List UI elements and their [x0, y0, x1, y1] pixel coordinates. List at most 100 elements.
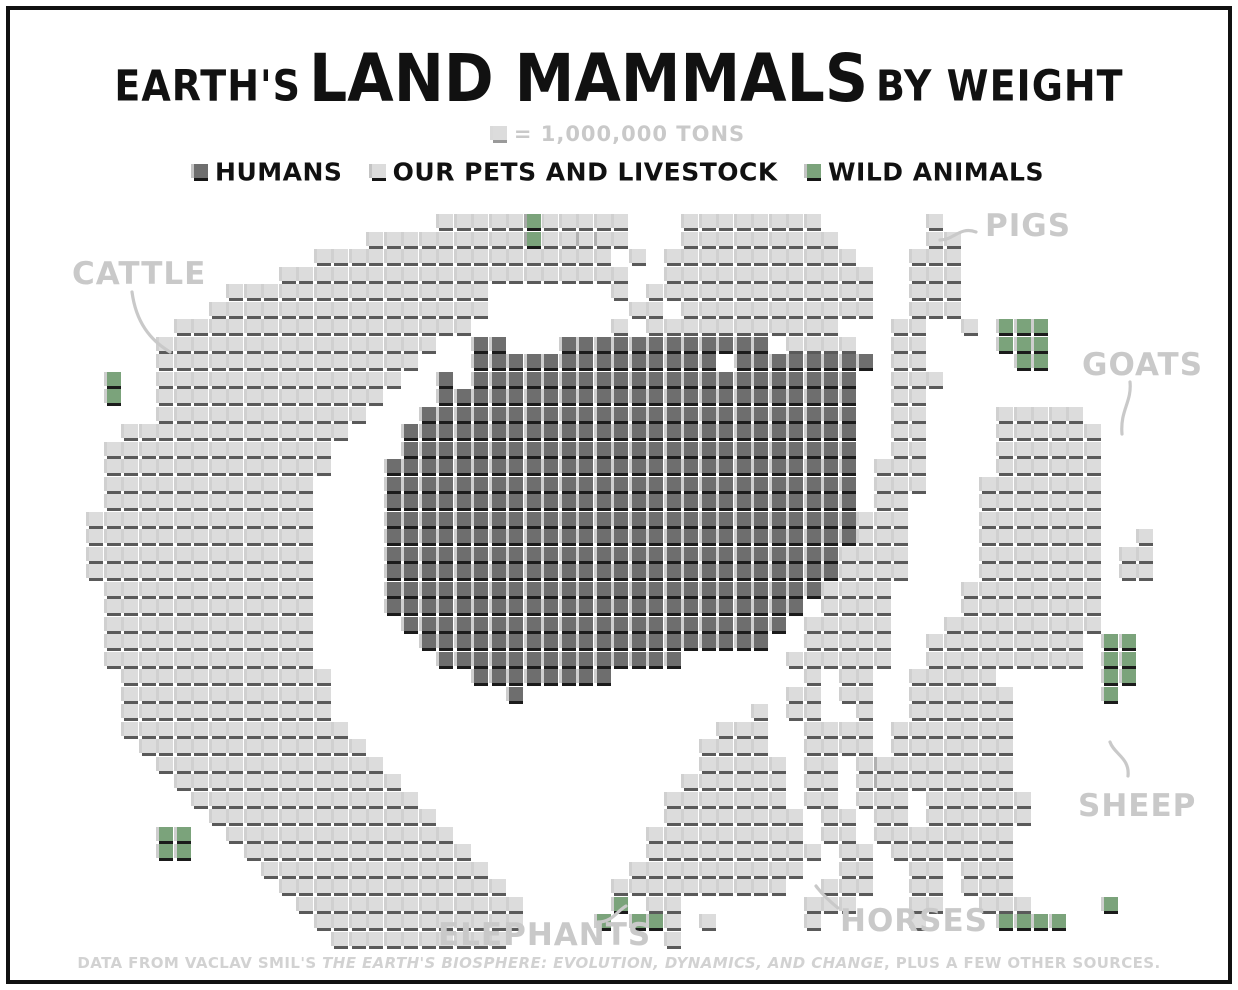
cell-livestock — [631, 301, 646, 316]
cell-livestock — [614, 214, 628, 228]
cell-livestock — [806, 214, 821, 228]
cell-livestock — [246, 529, 261, 543]
cell-humans — [509, 564, 523, 578]
cell-livestock — [1069, 494, 1083, 508]
cell-livestock — [789, 249, 803, 263]
cell-livestock — [176, 459, 191, 473]
cell-humans — [631, 389, 646, 403]
cell-humans — [544, 424, 558, 438]
cell-humans — [631, 406, 646, 421]
cell-livestock — [1069, 441, 1083, 456]
cell-humans — [789, 371, 803, 386]
cell-livestock — [894, 546, 908, 561]
annotation-sheep: SHEEP — [1078, 788, 1197, 824]
cell-livestock — [1051, 529, 1066, 543]
cell-livestock — [474, 301, 488, 316]
cell-wild — [106, 389, 121, 403]
cell-livestock — [929, 284, 943, 298]
cell-livestock — [666, 249, 681, 263]
cell-livestock — [299, 441, 313, 456]
cell-humans — [701, 424, 716, 438]
cell-humans — [666, 564, 681, 578]
legend-unit-label: = 1,000,000 TONS — [513, 122, 746, 146]
cell-livestock — [1086, 424, 1101, 438]
cell-humans — [614, 354, 628, 368]
cell-humans — [509, 371, 523, 386]
cell-livestock — [1034, 546, 1048, 561]
cell-humans — [736, 389, 751, 403]
cell-humans — [719, 459, 733, 473]
cell-humans — [439, 389, 453, 403]
cell-humans — [806, 371, 821, 386]
cell-humans — [701, 389, 716, 403]
cell-livestock — [1034, 459, 1048, 473]
cell-humans — [596, 424, 611, 438]
cell-livestock — [929, 301, 943, 316]
cell-humans — [526, 494, 541, 508]
cell-humans — [614, 564, 628, 578]
cell-livestock — [1121, 546, 1136, 561]
cell-livestock — [894, 441, 908, 456]
cell-livestock — [824, 301, 838, 316]
cell-humans — [509, 529, 523, 543]
cell-humans — [456, 424, 471, 438]
cell-humans — [614, 546, 628, 561]
cell-humans — [684, 441, 698, 456]
cell-humans — [649, 529, 663, 543]
cell-livestock — [316, 371, 331, 386]
legend-item-wild[interactable]: WILD ANIMALS — [806, 156, 1044, 187]
cell-humans — [841, 441, 856, 456]
cell-humans — [824, 511, 838, 526]
cell-livestock — [1051, 406, 1066, 421]
cell-livestock — [299, 424, 313, 438]
cell-livestock — [211, 424, 226, 438]
legend-item-livestock[interactable]: OUR PETS AND LIVESTOCK — [371, 156, 778, 187]
cell-humans — [806, 476, 821, 491]
cell-livestock — [981, 494, 996, 508]
cell-livestock — [351, 284, 366, 298]
legend-item-humans[interactable]: HUMANS — [194, 156, 342, 187]
cell-livestock — [229, 441, 243, 456]
cell-humans — [754, 476, 768, 491]
cell-livestock — [229, 564, 243, 578]
cell-livestock — [281, 371, 296, 386]
cell-livestock — [369, 231, 383, 246]
cell-livestock — [141, 511, 156, 526]
cell-humans — [491, 336, 506, 351]
cell-livestock — [1034, 511, 1048, 526]
cell-livestock — [404, 336, 418, 351]
cell-livestock — [316, 319, 331, 333]
cell-livestock — [334, 389, 348, 403]
cell-humans — [684, 529, 698, 543]
cell-livestock — [806, 301, 821, 316]
cell-humans — [859, 354, 873, 368]
cell-livestock — [281, 424, 296, 438]
cell-livestock — [176, 511, 191, 526]
cell-livestock — [194, 424, 208, 438]
cell-humans — [841, 406, 856, 421]
cell-humans — [421, 424, 436, 438]
cell-livestock — [1051, 546, 1066, 561]
cell-humans — [491, 424, 506, 438]
cell-livestock — [124, 441, 138, 456]
cell-humans — [421, 494, 436, 508]
cell-livestock — [439, 319, 453, 333]
cell-humans — [456, 389, 471, 403]
cell-humans — [404, 459, 418, 473]
cell-humans — [666, 441, 681, 456]
cell-livestock — [229, 424, 243, 438]
cell-livestock — [509, 231, 523, 246]
cell-livestock — [159, 494, 173, 508]
cell-livestock — [194, 371, 208, 386]
cell-livestock — [334, 319, 348, 333]
cell-livestock — [771, 284, 786, 298]
cell-humans — [666, 459, 681, 473]
cell-livestock — [1051, 424, 1066, 438]
cell-livestock — [264, 319, 278, 333]
cell-livestock — [246, 424, 261, 438]
cell-humans — [474, 371, 488, 386]
cell-humans — [806, 564, 821, 578]
cell-livestock — [159, 476, 173, 491]
legend-keys-row: HUMANS OUR PETS AND LIVESTOCK WILD ANIMA… — [10, 156, 1228, 187]
legend-label-humans: HUMANS — [215, 157, 343, 187]
